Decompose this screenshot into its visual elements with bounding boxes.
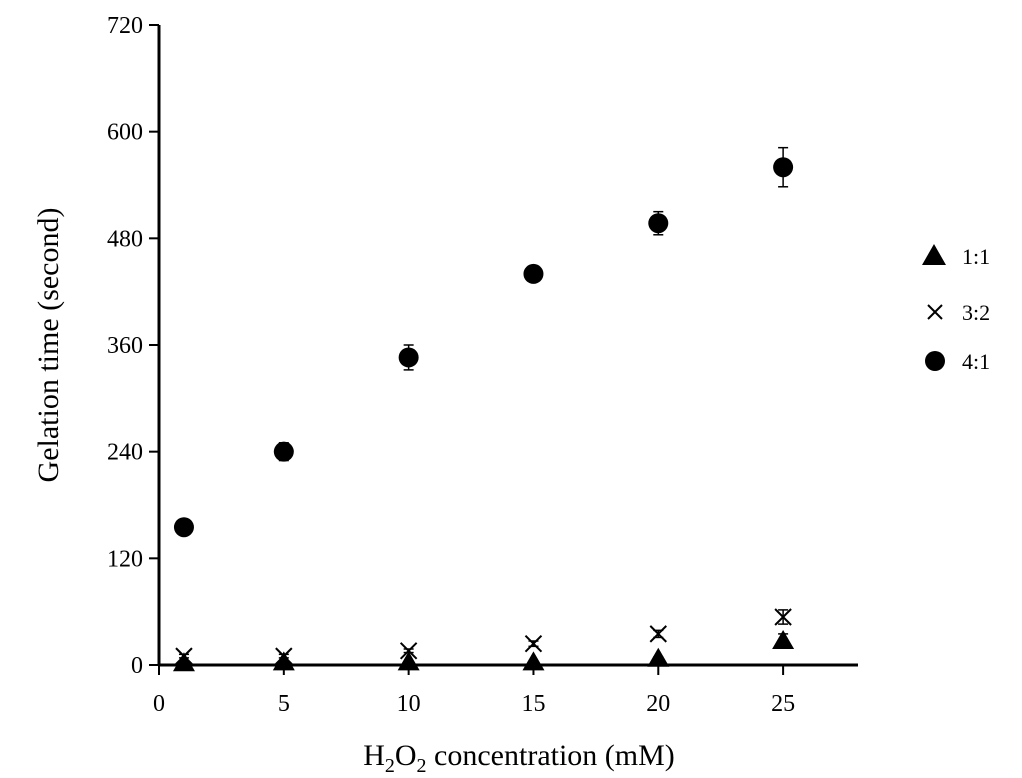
y-tick-label: 0 (131, 653, 143, 679)
y-axis-title: Gelation time (second) (32, 208, 65, 483)
y-tick-label: 600 (107, 120, 143, 146)
data-point-3-2 (649, 625, 667, 643)
legend-circle-marker (925, 351, 945, 371)
ticks: 0 120 240 360 480 600 720 0 5 10 15 20 25 (107, 13, 795, 717)
legend-triangle-marker (922, 244, 946, 265)
y-tick-label: 240 (107, 440, 143, 466)
y-tick-label: 720 (107, 13, 143, 39)
legend-item-4-1: 4:1 (925, 349, 990, 374)
data-point-1-1 (272, 651, 295, 671)
data-point-4-1 (398, 347, 419, 368)
data-point-3-2 (399, 642, 418, 660)
legend-label-4-1: 4:1 (962, 349, 990, 374)
y-tick-label: 120 (107, 546, 143, 572)
x-axis-title: H2O2 concentration (mM) (363, 739, 675, 777)
data-point-1-1 (647, 647, 670, 667)
data-point-1-1 (172, 652, 195, 672)
error-bars (178, 146, 789, 665)
markers (172, 157, 795, 672)
legend: 1:1 3:2 4:1 (922, 244, 990, 374)
data-point-3-2 (524, 634, 543, 653)
data-point-4-1 (648, 213, 669, 234)
y-tick-label: 480 (107, 226, 143, 252)
x-tick-label: 25 (771, 691, 795, 717)
data-point-4-1 (523, 263, 544, 284)
data-point-1-1 (522, 651, 545, 671)
data-point-4-1 (773, 157, 794, 178)
legend-item-1-1: 1:1 (922, 244, 990, 269)
x-tick-label: 15 (521, 691, 545, 717)
legend-label-3-2: 3:2 (962, 300, 990, 325)
x-tick-label: 0 (153, 691, 165, 717)
data-point-4-1 (173, 517, 194, 538)
legend-cross-marker (927, 304, 943, 320)
x-tick-label: 5 (278, 691, 290, 717)
data-point-3-2 (275, 647, 293, 665)
legend-item-3-2: 3:2 (927, 300, 990, 325)
data-point-3-2 (774, 608, 792, 626)
data-point-1-1 (772, 630, 795, 649)
plot-axes (157, 25, 858, 667)
x-tick-label: 20 (646, 691, 670, 717)
legend-label-1-1: 1:1 (962, 244, 990, 269)
x-tick-label: 10 (397, 691, 421, 717)
y-tick-label: 360 (107, 333, 143, 359)
data-point-4-1 (273, 441, 294, 462)
data-point-1-1 (397, 651, 420, 671)
data-point-3-2 (175, 647, 193, 665)
